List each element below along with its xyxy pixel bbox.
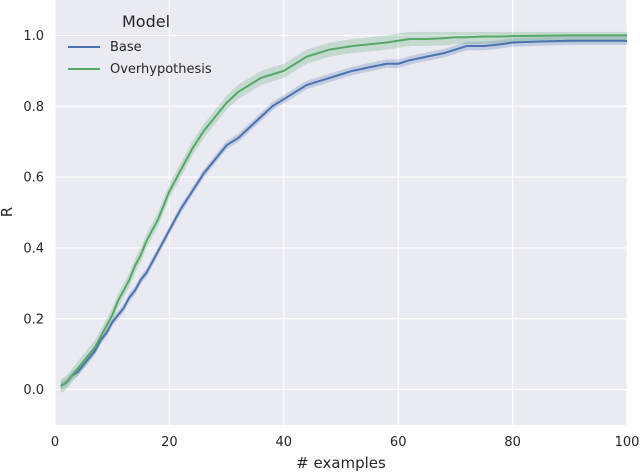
x-tick-label: 0 [51,435,59,450]
y-tick-label: 0.0 [23,383,44,398]
series-line-base [60,39,627,387]
y-tick-label: 1.0 [23,29,44,44]
series-lines [60,34,627,387]
y-tick-labels: 0.0 0.2 0.4 0.6 0.8 1.0 [23,29,44,398]
x-tick-label: 20 [161,435,178,450]
legend-title: Model [122,12,170,31]
legend-label-base: Base [110,40,142,55]
x-tick-label: 60 [390,435,407,450]
plot-background [55,0,627,425]
x-tick-labels: 0 20 40 60 80 100 [51,435,640,450]
x-tick-label: 80 [504,435,521,450]
x-axis-label: # examples [296,454,386,472]
y-tick-label: 0.8 [23,100,44,115]
y-tick-label: 0.2 [23,312,44,327]
y-axis-label: R [0,207,16,217]
x-tick-label: 100 [615,435,640,450]
series-line-overhypothesis [60,34,627,387]
legend: Model Base Overhypothesis [68,12,212,77]
legend-label-overhypothesis: Overhypothesis [110,62,212,77]
y-tick-label: 0.4 [23,241,44,256]
x-tick-label: 40 [276,435,293,450]
y-tick-label: 0.6 [23,171,44,186]
